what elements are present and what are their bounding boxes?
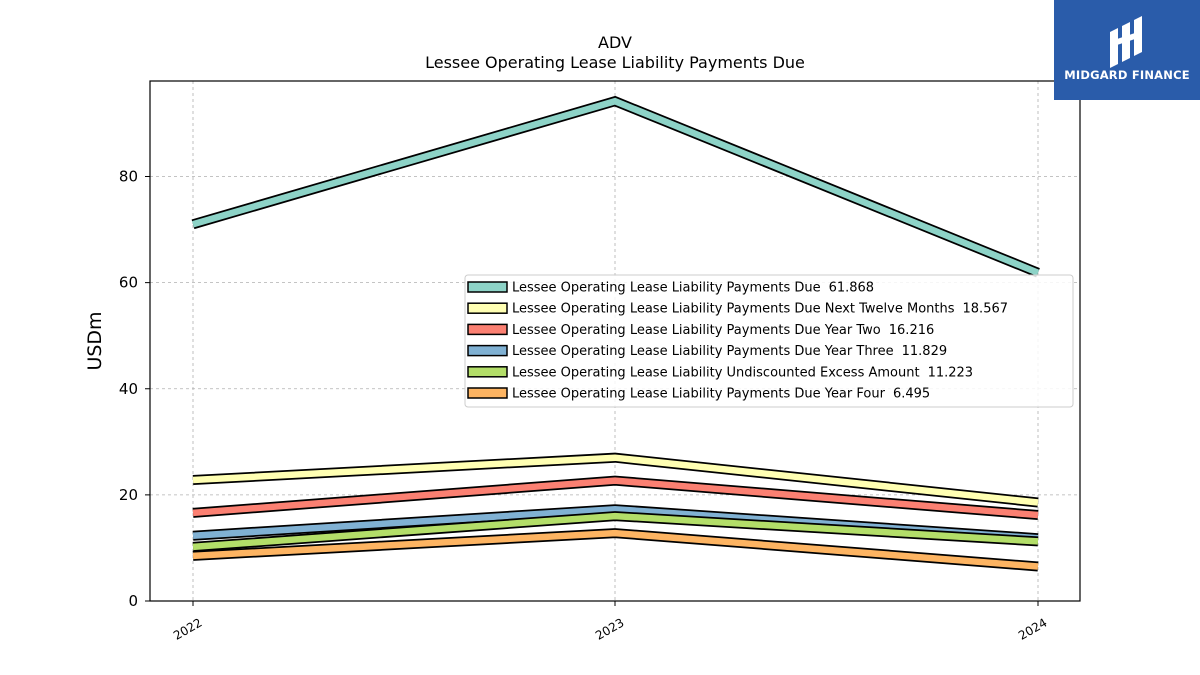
legend-swatch	[467, 323, 508, 336]
y-tick-label: 20	[119, 486, 138, 504]
series-line	[192, 529, 1039, 570]
logo-mark-icon	[1110, 16, 1142, 68]
legend-series-value: 16.216	[889, 323, 935, 338]
legend-series-name: Lessee Operating Lease Liability Payment…	[512, 281, 821, 296]
legend-label: Lessee Operating Lease Liability Payment…	[512, 387, 930, 402]
chart-subtitle: Lessee Operating Lease Liability Payment…	[425, 53, 805, 72]
chart-title: ADV	[598, 33, 632, 52]
legend-box	[464, 274, 1074, 408]
legend-series-value: 11.223	[928, 365, 974, 380]
x-tick-label: 2022	[171, 615, 204, 642]
series-line	[192, 97, 1040, 276]
legend-swatch	[467, 281, 508, 293]
y-tick-label: 60	[119, 274, 138, 292]
series-line	[192, 512, 1039, 551]
brand-name: MIDGARD FINANCE	[1064, 68, 1190, 82]
legend-series-name: Lessee Operating Lease Liability Undisco…	[512, 365, 920, 380]
legend-label: Lessee Operating Lease Liability Payment…	[512, 323, 934, 338]
legend-swatch	[467, 344, 508, 357]
legend-series-value: 18.567	[963, 302, 1009, 317]
y-tick-label: 40	[119, 380, 138, 398]
y-axis-label: USDm	[84, 311, 106, 370]
legend-swatch	[467, 387, 508, 399]
legend-series-value: 11.829	[902, 344, 948, 359]
legend-label: Lessee Operating Lease Liability Payment…	[512, 302, 1008, 317]
legend-label: Lessee Operating Lease Liability Undisco…	[512, 365, 973, 380]
legend-series-name: Lessee Operating Lease Liability Payment…	[512, 323, 881, 338]
y-tick-label: 80	[119, 168, 138, 186]
y-tick-label: 0	[128, 592, 138, 610]
series-line	[192, 477, 1039, 519]
legend-label: Lessee Operating Lease Liability Payment…	[512, 344, 947, 359]
legend-series-name: Lessee Operating Lease Liability Payment…	[512, 344, 894, 359]
legend-series-value: 6.495	[893, 387, 930, 402]
brand-logo: MIDGARD FINANCE	[1054, 0, 1200, 100]
legend: Lessee Operating Lease Liability Payment…	[464, 274, 1074, 408]
x-tick-label: 2024	[1016, 615, 1049, 642]
legend-swatch	[467, 366, 508, 378]
legend-swatch	[467, 302, 508, 314]
legend-series-name: Lessee Operating Lease Liability Payment…	[512, 387, 886, 402]
series-lines	[191, 95, 1040, 572]
legend-series-value: 61.868	[829, 281, 875, 296]
series-line	[192, 454, 1039, 506]
legend-series-name: Lessee Operating Lease Liability Payment…	[512, 302, 955, 317]
x-tick-label: 2023	[593, 615, 626, 642]
legend-label: Lessee Operating Lease Liability Payment…	[512, 281, 874, 296]
